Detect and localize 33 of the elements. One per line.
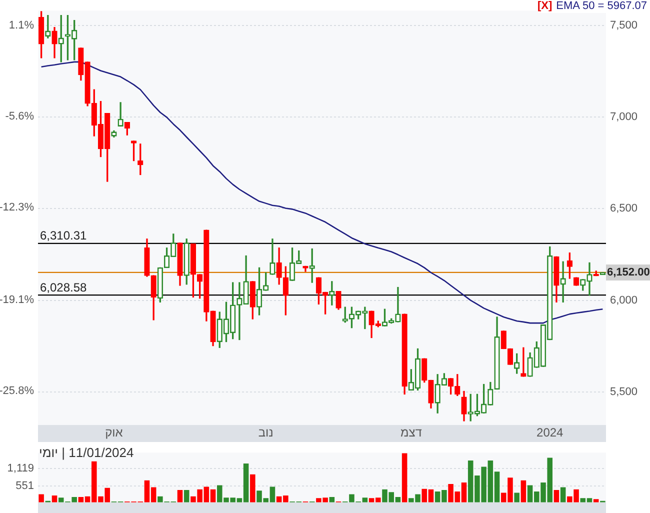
bar [402,453,408,502]
annotation: 11/01/2024 | יומי [39,445,134,460]
legend-title: [X] [538,0,552,12]
candlestick [520,347,526,377]
y-tick-label: 7,000 [610,110,638,123]
ref-line-label: 6,152.00 [607,266,650,278]
y-tick-label: 6,000 [610,294,638,306]
y2-tick-label: -19.1% [0,294,34,306]
y2-tick-label: 1.1% [8,19,34,32]
y2-tick-label: -12.3% [0,202,34,214]
ref-line-label: 6,028.58 [40,280,88,294]
ref-line-label: 6,310.31 [40,228,88,243]
bar [250,474,256,502]
y2-tick-label: -25.8% [0,385,34,398]
x-tick-label: אוק [105,426,124,440]
bar [520,480,526,502]
bar [177,490,183,502]
x-tick-label: דצמ [400,426,422,440]
bar [560,487,566,502]
x-tick-label: 2024 [536,426,564,440]
bar [554,490,560,502]
y-tick-label: 5,500 [610,386,638,398]
y-tick-label: 7,500 [610,19,638,32]
y-tick-label: 551 [16,480,34,492]
bar [184,490,190,502]
bar [514,492,520,502]
candlestick [560,261,566,302]
y-tick-label: 1,119 [7,462,34,475]
bar [38,494,44,502]
y2-tick-label: -5.6% [5,110,34,122]
x-tick-label: נוב [258,426,274,440]
text: EMA 50 = 5967.07 [556,0,647,12]
y-tick-label: 6,500 [610,202,638,215]
